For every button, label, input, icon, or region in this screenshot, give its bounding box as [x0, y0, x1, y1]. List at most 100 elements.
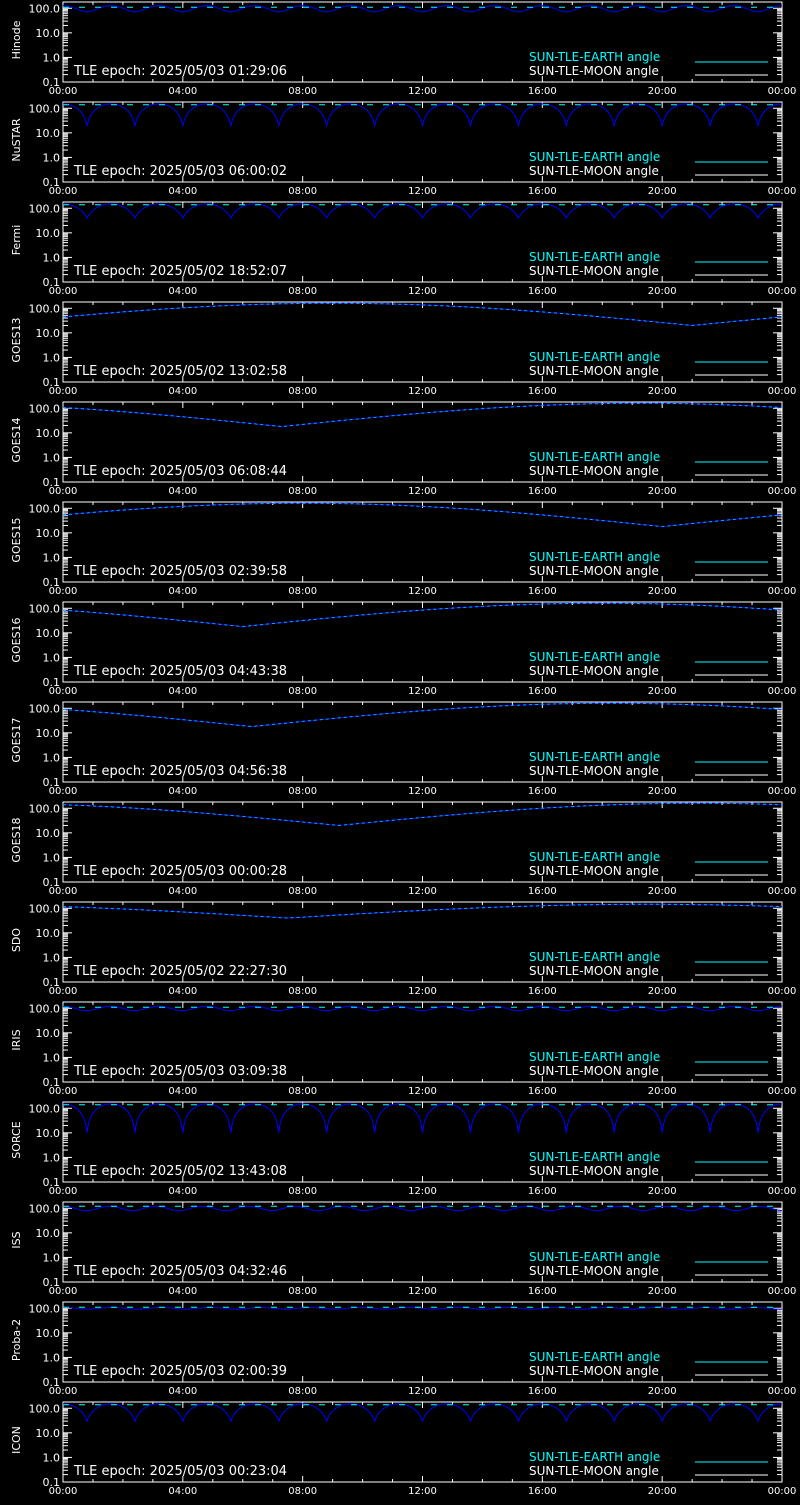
x-tick-label: 20:00 [648, 1486, 677, 1497]
x-tick-label: 00:00 [768, 486, 797, 497]
satellite-label: SORCE [10, 1121, 23, 1158]
y-tick-label: 1.0 [43, 1251, 61, 1264]
x-tick-label: 16:00 [528, 1186, 557, 1197]
panel-hinode: 100.010.01.00.100:00 04:00 08:00 12:00 16:00… [10, 1, 796, 97]
tle-epoch-label: TLE epoch: 2025/05/03 00:23:04 [73, 1464, 287, 1479]
x-tick-label: 08:00 [288, 186, 317, 197]
x-tick-label: 16:00 [528, 886, 557, 897]
x-tick-label: 08:00 [288, 386, 317, 397]
y-tick-label: 100.0 [29, 502, 61, 515]
x-tick-label: 08:00 [288, 1186, 317, 1197]
satellite-label: GOES13 [10, 317, 23, 362]
panel-proba-2: 100.010.01.00.100:00 04:00 08:00 12:00 16:00… [10, 1301, 797, 1397]
x-tick-label: 20:00 [648, 286, 677, 297]
x-tick-label: 20:00 [648, 486, 677, 497]
panel-iris: 100.010.01.00.100:00 04:00 08:00 12:00 16:00… [10, 1001, 796, 1097]
y-tick-label: 10.0 [36, 727, 61, 740]
y-tick-label: 100.0 [29, 202, 61, 215]
x-tick-label: 08:00 [288, 286, 317, 297]
y-tick-label: 100.0 [29, 802, 61, 815]
y-tick-label: 0.1 [43, 1276, 61, 1289]
y-tick-label: 100.0 [29, 902, 61, 915]
x-tick-label: 12:00 [408, 686, 437, 697]
x-tick-label: 08:00 [288, 1086, 317, 1097]
panel-goes16: 100.010.01.00.100:00 04:00 08:00 12:00 16:00… [10, 601, 796, 697]
tle-epoch-label: TLE epoch: 2025/05/02 18:52:07 [73, 264, 287, 279]
x-tick-label: 20:00 [648, 1186, 677, 1197]
legend-earth-label: SUN-TLE-EARTH angle [529, 50, 660, 64]
x-tick-label: 08:00 [288, 1286, 317, 1297]
x-tick-label: 16:00 [528, 186, 557, 197]
x-tick-label: 00:00 [768, 1386, 797, 1397]
legend-earth-label: SUN-TLE-EARTH angle [529, 950, 660, 964]
legend-earth-label: SUN-TLE-EARTH angle [529, 450, 660, 464]
satellite-label: NuSTAR [10, 118, 23, 162]
tle-epoch-label: TLE epoch: 2025/05/03 06:08:44 [73, 464, 287, 479]
y-tick-label: 1.0 [43, 1151, 61, 1164]
legend-earth-label: SUN-TLE-EARTH angle [529, 1450, 660, 1464]
x-tick-label: 00:00 [49, 986, 78, 997]
x-tick-label: 00:00 [49, 1186, 78, 1197]
x-tick-label: 08:00 [288, 886, 317, 897]
x-tick-label: 00:00 [768, 886, 797, 897]
y-tick-label: 0.1 [43, 576, 61, 589]
x-tick-label: 00:00 [49, 386, 78, 397]
x-tick-label: 20:00 [648, 786, 677, 797]
y-tick-label: 100.0 [29, 602, 61, 615]
x-tick-label: 00:00 [49, 1086, 78, 1097]
earth-angle-line [62, 903, 782, 919]
x-tick-label: 16:00 [528, 586, 557, 597]
x-tick-label: 00:00 [768, 386, 797, 397]
y-tick-label: 0.1 [43, 176, 61, 189]
x-tick-label: 20:00 [648, 186, 677, 197]
y-tick-label: 100.0 [29, 1202, 61, 1215]
earth-angle-line [62, 502, 783, 528]
y-tick-label: 0.1 [43, 1176, 61, 1189]
x-tick-label: 20:00 [648, 886, 677, 897]
earth-angle-line [62, 802, 782, 827]
moon-angle-line [62, 103, 783, 128]
x-tick-label: 00:00 [49, 186, 78, 197]
moon-angle-line [63, 1307, 783, 1310]
y-tick-label: 1.0 [43, 551, 61, 564]
y-tick-label: 0.1 [43, 976, 61, 989]
y-tick-label: 10.0 [36, 627, 61, 640]
x-tick-label: 00:00 [768, 1486, 797, 1497]
x-tick-label: 12:00 [408, 486, 437, 497]
x-tick-label: 04:00 [168, 986, 197, 997]
y-tick-label: 100.0 [29, 102, 61, 115]
legend-moon-label: SUN-TLE-MOON angle [529, 564, 659, 578]
earth-angle-line [62, 602, 783, 628]
legend-earth-label: SUN-TLE-EARTH angle [529, 850, 660, 864]
x-tick-label: 00:00 [49, 486, 78, 497]
y-tick-label: 10.0 [36, 1427, 61, 1440]
legend-moon-label: SUN-TLE-MOON angle [529, 364, 659, 378]
legend-earth-label: SUN-TLE-EARTH angle [529, 550, 660, 564]
panel-goes17: 100.010.01.00.100:00 04:00 08:00 12:00 16:00… [10, 701, 796, 797]
y-tick-label: 10.0 [36, 927, 61, 940]
x-tick-label: 12:00 [408, 286, 437, 297]
x-tick-label: 20:00 [648, 386, 677, 397]
y-tick-label: 0.1 [43, 376, 61, 389]
tle-epoch-label: TLE epoch: 2025/05/03 00:00:28 [73, 864, 287, 879]
x-tick-label: 04:00 [168, 786, 197, 797]
x-tick-label: 04:00 [168, 186, 197, 197]
x-tick-label: 16:00 [528, 1486, 557, 1497]
x-tick-label: 20:00 [648, 1086, 677, 1097]
y-tick-label: 1.0 [43, 851, 61, 864]
x-tick-label: 20:00 [648, 1286, 677, 1297]
y-tick-label: 100.0 [29, 702, 61, 715]
x-tick-label: 20:00 [648, 86, 677, 97]
legend-moon-label: SUN-TLE-MOON angle [529, 864, 659, 878]
y-tick-label: 100.0 [29, 2, 61, 15]
legend-moon-label: SUN-TLE-MOON angle [529, 664, 659, 678]
x-tick-label: 12:00 [408, 1086, 437, 1097]
y-tick-label: 0.1 [43, 1076, 61, 1089]
y-tick-label: 0.1 [43, 776, 61, 789]
tle-epoch-label: TLE epoch: 2025/05/03 06:00:02 [73, 164, 287, 179]
x-tick-label: 00:00 [768, 186, 797, 197]
panel-icon: 100.010.01.00.100:00 04:00 08:00 12:00 16:00… [10, 1401, 797, 1497]
moon-angle-line [62, 5, 783, 13]
earth-angle-line [63, 702, 783, 727]
